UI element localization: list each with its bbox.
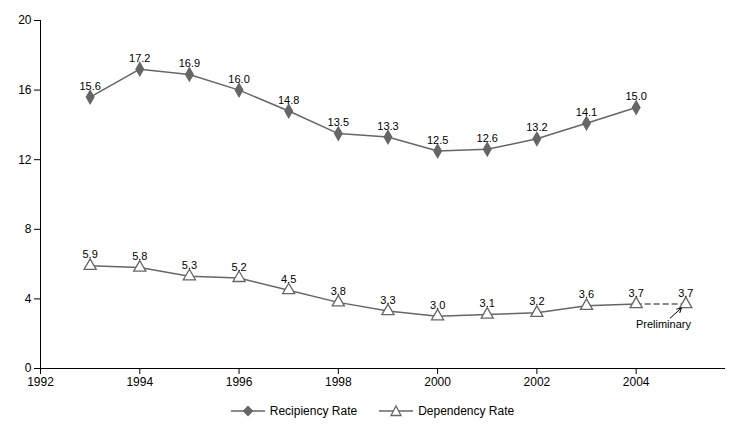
svg-text:8: 8 [25,222,32,236]
svg-text:3.6: 3.6 [579,288,594,300]
svg-text:14.1: 14.1 [576,106,597,118]
svg-text:17.2: 17.2 [129,52,150,64]
svg-text:3.1: 3.1 [480,297,495,309]
svg-text:3.0: 3.0 [430,299,445,311]
html-text:Dependency Rate: Dependency Rate [418,404,515,418]
svg-text:3.7: 3.7 [678,287,693,299]
svg-text:12.5: 12.5 [427,134,448,146]
svg-text:2004: 2004 [623,375,650,389]
svg-text:20: 20 [18,13,32,27]
svg-text:Preliminary: Preliminary [636,318,692,330]
svg-text:15.6: 15.6 [79,80,100,92]
svg-text:4: 4 [25,292,32,306]
svg-text:5.8: 5.8 [132,250,147,262]
svg-text:2000: 2000 [424,375,451,389]
html-text:Recipiency Rate: Recipiency Rate [269,404,358,418]
svg-text:15.0: 15.0 [625,90,646,102]
svg-text:16: 16 [18,83,32,97]
svg-text:1998: 1998 [325,375,352,389]
svg-text:12: 12 [18,153,32,167]
svg-text:16.9: 16.9 [179,57,200,69]
svg-text:3.8: 3.8 [331,285,346,297]
svg-text:0: 0 [25,361,32,375]
svg-text:4.5: 4.5 [281,273,296,285]
svg-text:2002: 2002 [524,375,551,389]
svg-text:1994: 1994 [126,375,153,389]
svg-text:3.2: 3.2 [529,295,544,307]
svg-text:1996: 1996 [226,375,253,389]
svg-text:5.9: 5.9 [82,248,97,260]
svg-text:5.2: 5.2 [231,261,246,273]
svg-text:14.8: 14.8 [278,94,299,106]
svg-text:16.0: 16.0 [228,73,249,85]
svg-text:13.3: 13.3 [377,120,398,132]
svg-text:5.3: 5.3 [182,259,197,271]
svg-text:3.3: 3.3 [380,294,395,306]
svg-text:13.2: 13.2 [526,121,547,133]
svg-text:1992: 1992 [27,375,54,389]
svg-text:13.5: 13.5 [328,116,349,128]
svg-text:12.6: 12.6 [477,132,498,144]
svg-text:3.7: 3.7 [629,287,644,299]
